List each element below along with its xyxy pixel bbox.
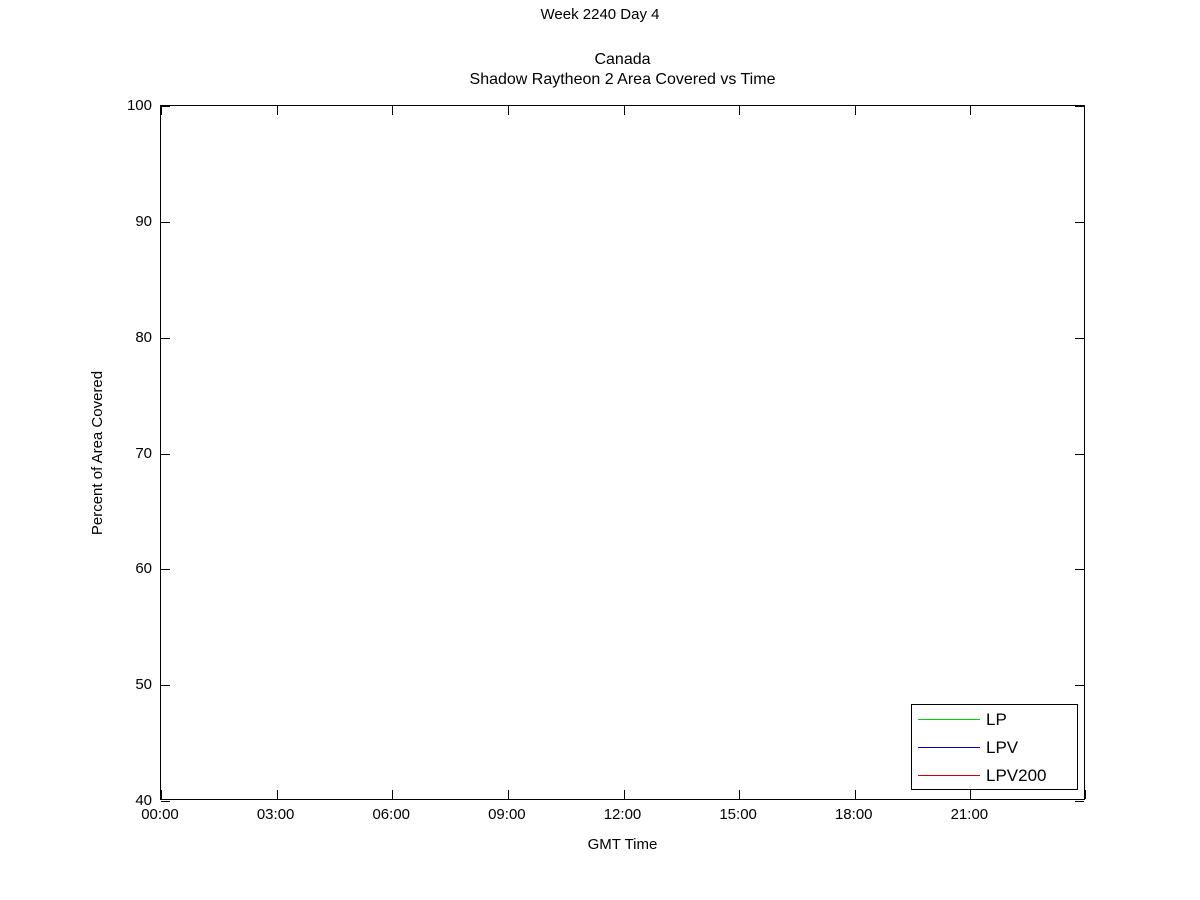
legend-item-label: LP [986,709,1007,729]
x-tick-mark [392,790,394,799]
y-tick-label: 90 [135,212,152,230]
y-tick-label: 70 [135,444,152,462]
y-tick-mark [161,801,170,802]
legend-item[interactable]: LPV200 [912,761,1077,789]
y-tick-mark [161,453,170,455]
x-tick-mark [276,106,278,115]
x-axis-label: GMT Time [587,836,658,853]
x-tick-label: 06:00 [372,806,411,823]
legend-item-label: LPV200 [986,765,1047,785]
super-title: Week 2240 Day 4 [540,6,660,23]
x-tick-label: 00:00 [141,806,179,823]
chart-title-block: Canada Shadow Raytheon 2 Area Covered vs… [160,50,1085,90]
x-tick-mark [276,790,278,799]
legend-item-label: LPV [986,737,1019,757]
y-tick-mark [1075,453,1084,455]
x-tick-mark [970,790,972,799]
y-tick-mark [161,337,170,339]
y-tick-mark [161,685,170,687]
legend-color-swatch [918,746,980,748]
x-tick-mark [854,790,856,799]
chart-title-line-2: Shadow Raytheon 2 Area Covered vs Time [469,71,776,88]
x-tick-label: 09:00 [488,806,526,823]
x-tick-label: 12:00 [603,806,642,823]
y-tick-label: 50 [135,676,152,694]
x-tick-label: 15:00 [719,806,757,823]
x-tick-mark [854,106,856,115]
x-tick-mark [739,790,741,799]
y-tick-mark [1075,106,1084,107]
legend-color-swatch [918,718,980,720]
x-tick-mark [623,790,625,799]
x-tick-mark [507,790,509,799]
x-tick-label: 18:00 [834,806,873,823]
y-tick-mark [161,221,170,223]
x-tick-mark [623,106,625,115]
legend[interactable]: LP LPV LPV200 [911,704,1078,790]
x-tick-mark [1085,790,1086,799]
x-tick-mark [161,790,162,799]
y-tick-mark [161,569,170,571]
x-tick-mark [161,106,162,115]
plot-canvas [161,106,1084,799]
y-tick-mark [1075,685,1084,687]
legend-item[interactable]: LP [912,705,1077,733]
y-tick-label: 40 [135,792,152,809]
legend-item[interactable]: LPV [912,733,1077,761]
series-layer [161,106,1086,801]
chart-title-line-1: Canada [594,51,651,68]
x-tick-label: 21:00 [950,806,989,823]
x-tick-mark [739,106,741,115]
y-tick-mark [1075,801,1084,802]
y-tick-label: 60 [135,560,152,578]
plot-area [160,105,1086,802]
y-axis-label: Percent of Area Covered [89,370,106,536]
y-tick-mark [1075,221,1084,223]
y-tick-label: 100 [126,97,152,114]
y-tick-label: 80 [135,328,152,346]
y-tick-mark [1075,337,1084,339]
y-tick-mark [1075,569,1084,571]
x-tick-mark [970,106,972,115]
x-tick-mark [507,106,509,115]
y-tick-mark [161,106,170,107]
x-tick-label: 03:00 [256,806,295,823]
legend-color-swatch [918,774,980,776]
x-tick-mark [392,106,394,115]
